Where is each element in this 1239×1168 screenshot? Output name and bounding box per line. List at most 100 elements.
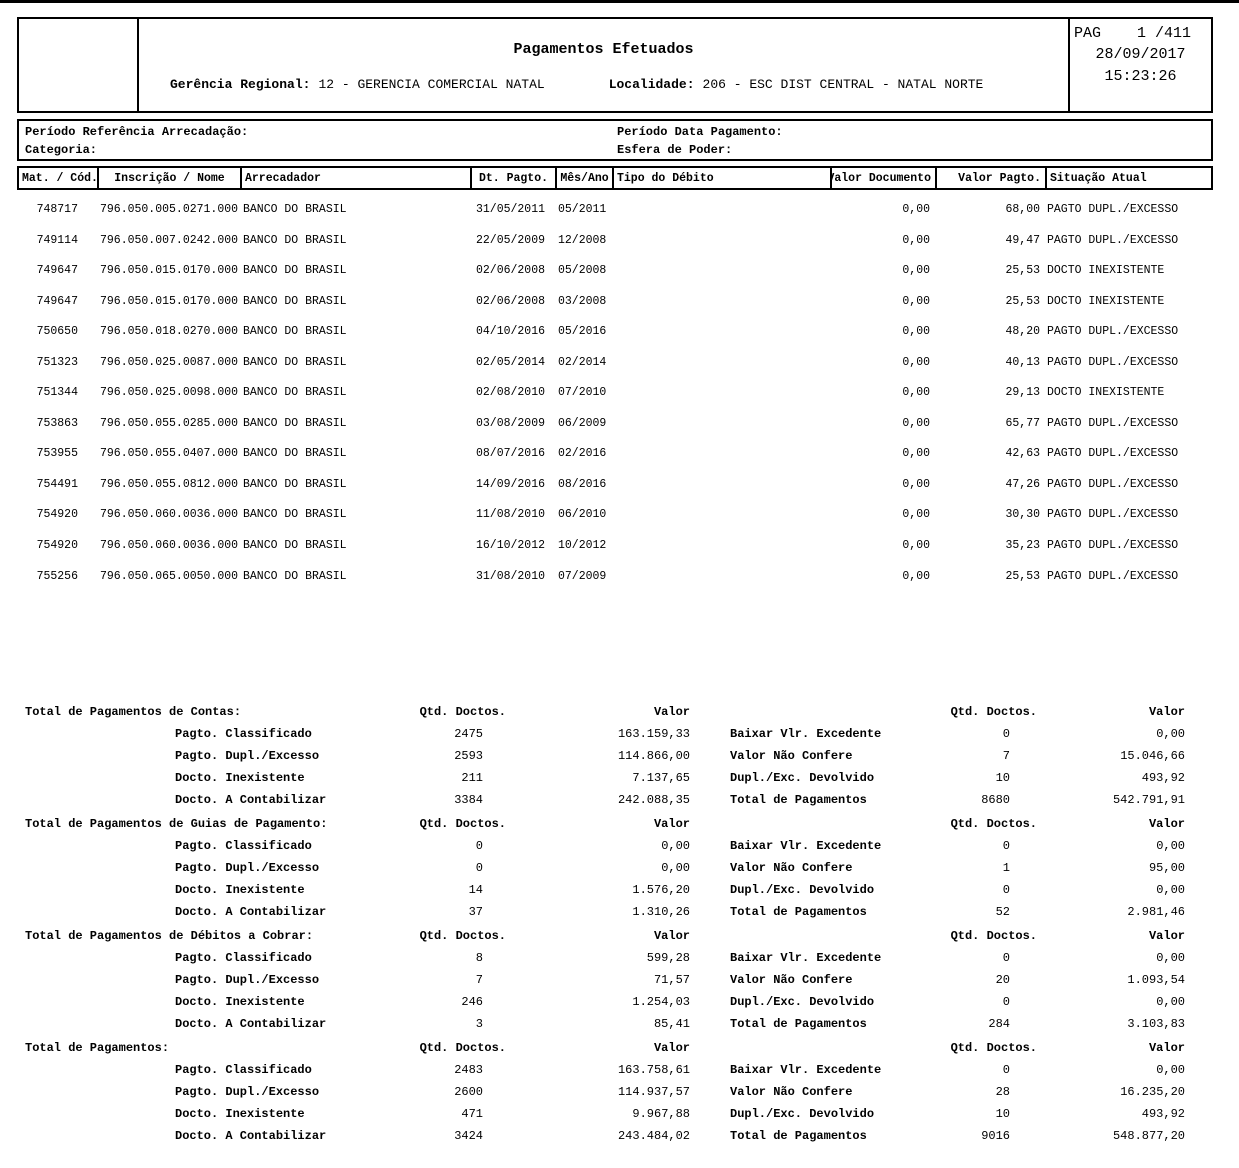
cell-mat-cod: 754920 [36, 539, 78, 553]
cell-arrecadador: BANCO DO BRASIL [243, 294, 347, 308]
summary-left-label: Docto. A Contabilizar [175, 1017, 327, 1031]
summary-block-guias: Total de Pagamentos de Guias de Pagament… [17, 813, 1213, 923]
summary-right-value: 542.791,91 [1112, 793, 1185, 807]
summary-left-label: Pagto. Dupl./Excesso [175, 861, 320, 875]
report-time: 15:23:26 [1104, 68, 1177, 85]
summary-left-value: 1.254,03 [632, 995, 690, 1009]
summary-row: Docto. A Contabilizar 3384 242.088,35 To… [17, 789, 1213, 811]
cell-mes-ano: 02/2014 [558, 355, 607, 369]
table-row: 754491 796.050.055.0812.000 BANCO DO BRA… [17, 471, 1213, 502]
summary-section: Total de Pagamentos de Contas: Qtd. Doct… [17, 701, 1213, 1149]
cell-dt-pagto: 22/05/2009 [475, 233, 545, 247]
logo-placeholder [19, 19, 139, 111]
cell-situacao-atual: PAGTO DUPL./EXCESSO [1047, 325, 1179, 339]
summary-left-label: Docto. A Contabilizar [175, 1129, 327, 1143]
cell-valor-pagto: 25,53 [1005, 569, 1040, 583]
summary-right-value: 1.093,54 [1127, 973, 1185, 987]
cell-valor-documento: 0,00 [902, 477, 930, 491]
col-header-mes-ano: Mês/Ano [557, 168, 614, 188]
summary-left-qty: 2593 [454, 749, 483, 763]
summary-left-qty: 3424 [454, 1129, 483, 1143]
cell-dt-pagto: 11/08/2010 [475, 508, 545, 522]
cell-valor-pagto: 35,23 [1005, 539, 1040, 553]
cell-valor-pagto: 65,77 [1005, 416, 1040, 430]
cell-situacao-atual: PAGTO DUPL./EXCESSO [1047, 539, 1179, 553]
summary-right-label: Baixar Vlr. Excedente [730, 1063, 882, 1077]
summary-left-qty: 3 [475, 1017, 483, 1031]
summary-left-value: 1.310,26 [632, 905, 690, 919]
summary-right-label: Dupl./Exc. Devolvido [730, 995, 875, 1009]
table-row: 751344 796.050.025.0098.000 BANCO DO BRA… [17, 379, 1213, 410]
spacer [690, 1037, 910, 1059]
cell-mat-cod: 751323 [36, 355, 78, 369]
summary-left-label: Pagto. Classificado [175, 727, 312, 741]
summary-right-label: Total de Pagamentos [730, 793, 867, 807]
valor-header: Valor [1148, 705, 1185, 719]
summary-left-label: Pagto. Dupl./Excesso [175, 1085, 320, 1099]
summary-left-qty: 211 [461, 771, 483, 785]
cell-arrecadador: BANCO DO BRASIL [243, 325, 347, 339]
summary-left-value: 0,00 [661, 861, 690, 875]
cell-dt-pagto: 04/10/2016 [475, 325, 545, 339]
summary-right-label: Dupl./Exc. Devolvido [730, 771, 875, 785]
summary-row: Docto. Inexistente 246 1.254,03 Dupl./Ex… [17, 991, 1213, 1013]
cell-inscricao-nome: 796.050.060.0036.000 [100, 508, 239, 522]
report-header: Pagamentos Efetuados Gerência Regional: 1… [17, 17, 1213, 113]
cell-arrecadador: BANCO DO BRASIL [243, 539, 347, 553]
cell-inscricao-nome: 796.050.007.0242.000 [100, 233, 239, 247]
summary-left-label: Docto. Inexistente [175, 771, 305, 785]
cell-mat-cod: 749647 [36, 264, 78, 278]
page-number: PAG 1 /411 [1074, 25, 1192, 42]
summary-right-label: Baixar Vlr. Excedente [730, 839, 882, 853]
summary-right-value: 3.103,83 [1127, 1017, 1185, 1031]
summary-row: Pagto. Classificado 2475 163.159,33 Baix… [17, 723, 1213, 745]
summary-right-label: Dupl./Exc. Devolvido [730, 883, 875, 897]
summary-right-qty: 0 [1002, 951, 1010, 965]
summary-right-qty: 0 [1002, 1063, 1010, 1077]
summary-left-label: Pagto. Classificado [175, 839, 312, 853]
cell-inscricao-nome: 796.050.015.0170.000 [100, 264, 239, 278]
valor-header: Valor [653, 705, 690, 719]
cell-valor-pagto: 25,53 [1005, 264, 1040, 278]
cell-arrecadador: BANCO DO BRASIL [243, 569, 347, 583]
summary-row: Docto. Inexistente 211 7.137,65 Dupl./Ex… [17, 767, 1213, 789]
summary-block-title: Total de Pagamentos de Débitos a Cobrar: [25, 929, 314, 943]
qtd-doctos-header: Qtd. Doctos. [419, 929, 506, 943]
cell-situacao-atual: DOCTO INEXISTENTE [1047, 264, 1165, 278]
cell-mes-ano: 10/2012 [558, 539, 607, 553]
cell-mat-cod: 754920 [36, 508, 78, 522]
summary-row: Docto. A Contabilizar 37 1.310,26 Total … [17, 901, 1213, 923]
top-rule [0, 0, 1239, 3]
cell-valor-pagto: 42,63 [1005, 447, 1040, 461]
summary-left-value: 163.159,33 [617, 727, 690, 741]
summary-right-value: 0,00 [1156, 995, 1185, 1009]
cell-mes-ano: 12/2008 [558, 233, 607, 247]
header-fields: Gerência Regional: 12 - GERENCIA COMERCIA… [170, 77, 1062, 92]
cell-situacao-atual: PAGTO DUPL./EXCESSO [1047, 447, 1179, 461]
summary-left-qty: 246 [461, 995, 483, 1009]
cell-mes-ano: 07/2009 [558, 569, 607, 583]
summary-row: Pagto. Dupl./Excesso 2600 114.937,57 Val… [17, 1081, 1213, 1103]
categoria-label: Categoria: [25, 143, 98, 157]
table-row: 750650 796.050.018.0270.000 BANCO DO BRA… [17, 318, 1213, 349]
summary-block-rows: Pagto. Classificado 2483 163.758,61 Baix… [17, 1059, 1213, 1147]
summary-right-qty: 10 [995, 771, 1010, 785]
summary-right-label: Valor Não Confere [730, 861, 853, 875]
spacer [690, 701, 910, 723]
summary-row: Pagto. Classificado 8 599,28 Baixar Vlr.… [17, 947, 1213, 969]
cell-arrecadador: BANCO DO BRASIL [243, 477, 347, 491]
table-row: 751323 796.050.025.0087.000 BANCO DO BRA… [17, 349, 1213, 380]
report-date: 28/09/2017 [1095, 46, 1186, 63]
cell-valor-documento: 0,00 [902, 233, 930, 247]
summary-right-label: Valor Não Confere [730, 973, 853, 987]
cell-valor-documento: 0,00 [902, 508, 930, 522]
valor-header: Valor [653, 929, 690, 943]
summary-left-qty: 8 [475, 951, 483, 965]
table-row: 754920 796.050.060.0036.000 BANCO DO BRA… [17, 532, 1213, 563]
summary-block-title: Total de Pagamentos de Contas: [25, 705, 242, 719]
cell-arrecadador: BANCO DO BRASIL [243, 264, 347, 278]
cell-valor-documento: 0,00 [902, 203, 930, 216]
cell-valor-documento: 0,00 [902, 569, 930, 583]
cell-mat-cod: 749114 [36, 233, 78, 247]
summary-right-value: 0,00 [1156, 883, 1185, 897]
